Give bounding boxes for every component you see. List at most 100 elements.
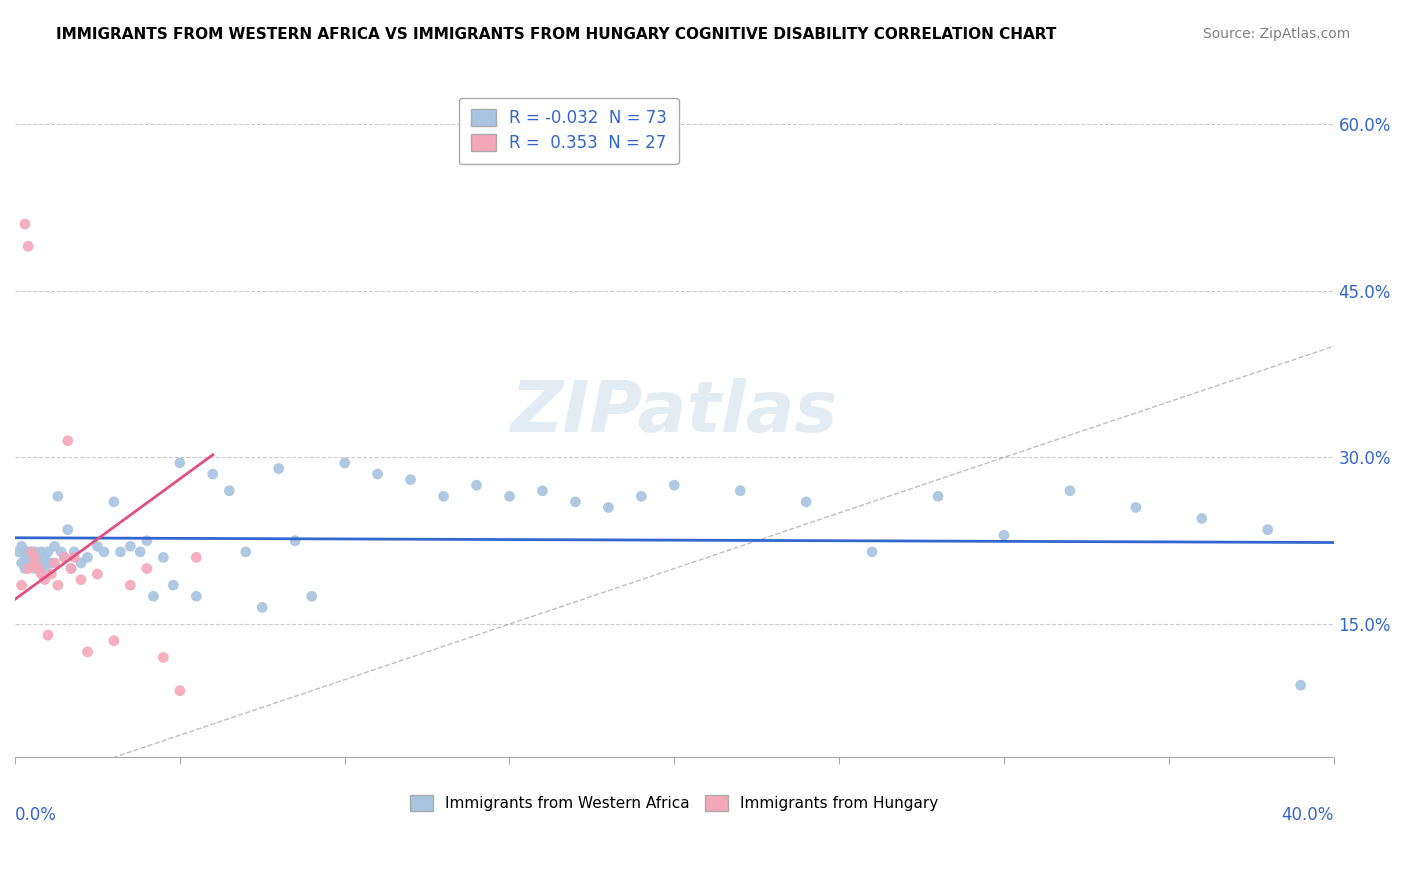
- Point: [10, 556, 32, 570]
- Point: [63, 550, 86, 565]
- Point: [169, 683, 191, 698]
- Point: [301, 589, 323, 603]
- Point: [30, 545, 52, 559]
- Point: [86, 539, 108, 553]
- Text: IMMIGRANTS FROM WESTERN AFRICA VS IMMIGRANTS FROM HUNGARY COGNITIVE DISABILITY C: IMMIGRANTS FROM WESTERN AFRICA VS IMMIGR…: [56, 27, 1057, 42]
- Point: [30, 567, 52, 582]
- Point: [630, 489, 652, 503]
- Point: [564, 495, 586, 509]
- Point: [24, 556, 46, 570]
- Point: [30, 556, 52, 570]
- Point: [333, 456, 356, 470]
- Point: [186, 589, 208, 603]
- Point: [34, 550, 56, 565]
- Point: [120, 539, 142, 553]
- Point: [37, 556, 59, 570]
- Point: [60, 561, 83, 575]
- Point: [7, 545, 30, 559]
- Point: [10, 578, 32, 592]
- Point: [17, 561, 39, 575]
- Point: [17, 545, 39, 559]
- Point: [1059, 483, 1081, 498]
- Point: [162, 578, 184, 592]
- Point: [664, 478, 686, 492]
- Point: [252, 600, 274, 615]
- Point: [152, 550, 174, 565]
- Point: [17, 239, 39, 253]
- Point: [39, 567, 62, 582]
- Point: [44, 556, 66, 570]
- Text: 0.0%: 0.0%: [15, 805, 56, 823]
- Point: [135, 561, 157, 575]
- Point: [267, 461, 290, 475]
- Point: [53, 550, 76, 565]
- Point: [17, 550, 39, 565]
- Point: [465, 478, 488, 492]
- Point: [14, 561, 37, 575]
- Point: [37, 628, 59, 642]
- Point: [20, 545, 42, 559]
- Point: [46, 578, 69, 592]
- Point: [129, 545, 152, 559]
- Point: [46, 489, 69, 503]
- Point: [56, 523, 79, 537]
- Point: [1257, 523, 1279, 537]
- Point: [367, 467, 389, 481]
- Point: [20, 550, 42, 565]
- Point: [201, 467, 224, 481]
- Point: [20, 545, 42, 559]
- Point: [235, 545, 257, 559]
- Point: [39, 556, 62, 570]
- Point: [17, 556, 39, 570]
- Point: [24, 550, 46, 565]
- Point: [284, 533, 307, 548]
- Point: [103, 495, 125, 509]
- Point: [56, 434, 79, 448]
- Point: [169, 456, 191, 470]
- Point: [135, 533, 157, 548]
- Point: [14, 217, 37, 231]
- Point: [27, 561, 49, 575]
- Point: [27, 556, 49, 570]
- Point: [53, 550, 76, 565]
- Point: [76, 550, 98, 565]
- Point: [993, 528, 1015, 542]
- Point: [93, 545, 115, 559]
- Point: [49, 545, 72, 559]
- Point: [70, 573, 93, 587]
- Point: [37, 545, 59, 559]
- Point: [10, 539, 32, 553]
- Point: [498, 489, 520, 503]
- Point: [34, 561, 56, 575]
- Point: [399, 473, 422, 487]
- Point: [432, 489, 454, 503]
- Point: [1191, 511, 1213, 525]
- Point: [34, 573, 56, 587]
- Point: [24, 545, 46, 559]
- Point: [76, 645, 98, 659]
- Point: [142, 589, 165, 603]
- Legend: Immigrants from Western Africa, Immigrants from Hungary: Immigrants from Western Africa, Immigran…: [402, 788, 946, 819]
- Text: ZIPatlas: ZIPatlas: [510, 378, 838, 448]
- Point: [70, 556, 93, 570]
- Point: [86, 567, 108, 582]
- Point: [1125, 500, 1147, 515]
- Point: [44, 539, 66, 553]
- Point: [598, 500, 620, 515]
- Point: [60, 561, 83, 575]
- Point: [14, 550, 37, 565]
- Point: [24, 556, 46, 570]
- Point: [186, 550, 208, 565]
- Point: [120, 578, 142, 592]
- Point: [20, 556, 42, 570]
- Point: [24, 561, 46, 575]
- Point: [794, 495, 817, 509]
- Point: [152, 650, 174, 665]
- Point: [1289, 678, 1312, 692]
- Point: [218, 483, 240, 498]
- Point: [63, 545, 86, 559]
- Point: [531, 483, 554, 498]
- Point: [927, 489, 949, 503]
- Point: [27, 550, 49, 565]
- Point: [14, 545, 37, 559]
